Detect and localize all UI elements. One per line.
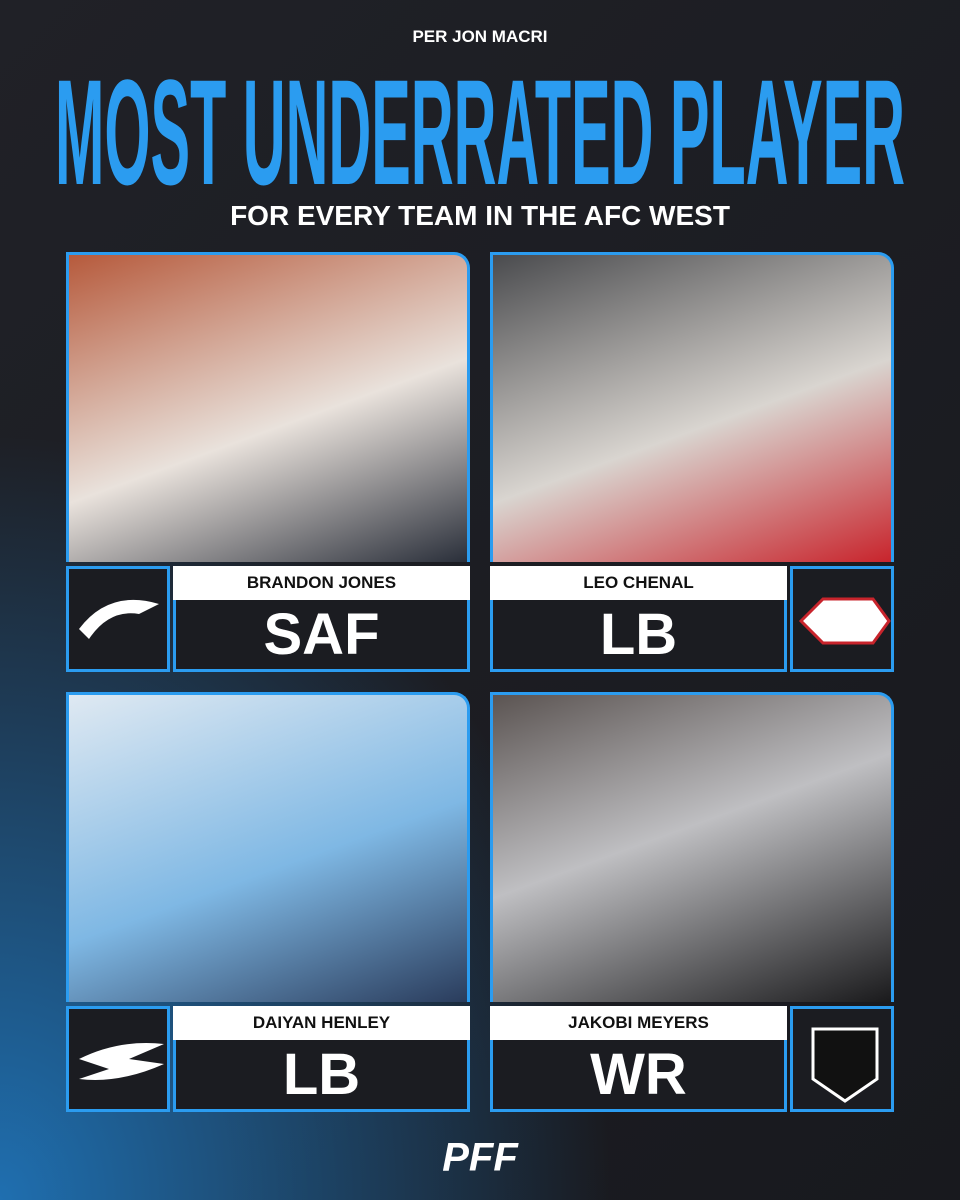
- team-logo: [790, 1006, 894, 1112]
- player-card: BRANDON JONES SAF: [66, 252, 470, 672]
- player-photo: [66, 692, 470, 1002]
- player-photo: [66, 252, 470, 562]
- player-position: LB: [173, 1040, 470, 1112]
- player-photo: [490, 252, 894, 562]
- logo-mark: [798, 597, 891, 645]
- team-logo: [66, 1006, 170, 1112]
- player-card: DAIYAN HENLEY LB: [66, 692, 470, 1112]
- player-card: LEO CHENAL LB: [490, 252, 894, 672]
- footer: PFF: [442, 1136, 519, 1180]
- team-logo: [66, 566, 170, 672]
- credit: PER JON MACRI: [412, 27, 547, 46]
- player-photo: [490, 692, 894, 1002]
- player-name: DAIYAN HENLEY: [173, 1006, 470, 1040]
- player-position: WR: [490, 1040, 787, 1112]
- brand: PFF: [442, 1136, 519, 1180]
- player-name: JAKOBI MEYERS: [490, 1006, 787, 1040]
- title: MOST UNDERRATED PLAYER: [55, 48, 905, 216]
- logo-mark: [811, 1027, 879, 1103]
- logo-mark: [79, 599, 159, 639]
- player-position: SAF: [173, 600, 470, 672]
- header: PER JON MACRI MOST UNDERRATED PLAYER FOR…: [55, 27, 905, 231]
- player-card: JAKOBI MEYERS WR: [490, 692, 894, 1112]
- player-name: BRANDON JONES: [173, 566, 470, 600]
- logo-mark: [79, 1043, 164, 1080]
- team-logo: [790, 566, 894, 672]
- player-name: LEO CHENAL: [490, 566, 787, 600]
- subtitle: FOR EVERY TEAM IN THE AFC WEST: [230, 200, 730, 231]
- player-position: LB: [490, 600, 787, 672]
